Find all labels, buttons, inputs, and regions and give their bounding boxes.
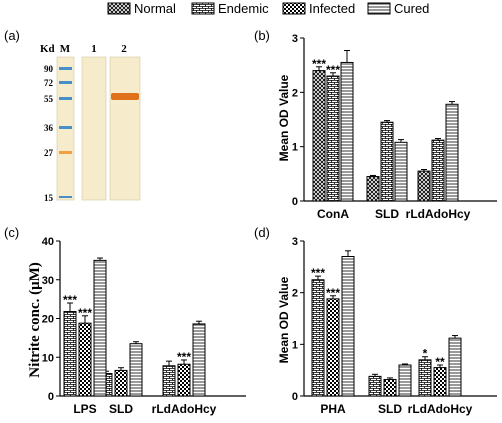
- bar: [431, 139, 445, 202]
- x-category-label: rLdAdoHcy: [152, 402, 217, 416]
- y-tick-label: 1: [292, 142, 298, 154]
- y-tick-label: 2: [292, 288, 298, 300]
- gel-lane-label: M: [60, 43, 71, 55]
- y-tick-label: 0: [292, 391, 298, 403]
- x-category-label: ConA: [317, 207, 349, 221]
- y-tick-label: 3: [292, 33, 298, 45]
- bar: [445, 103, 459, 202]
- gel-panel: Kd M 1 2 90 72 55 36 27 15: [40, 43, 141, 203]
- x-category-label: SLD: [378, 402, 402, 416]
- significance-label: ***: [326, 63, 340, 77]
- significance-label: ***: [177, 350, 191, 364]
- x-category-label: rLdAdoHcy: [408, 402, 473, 416]
- gel-marker-bands: [59, 67, 72, 198]
- bar: [326, 298, 340, 397]
- panel-letter-a: (a): [4, 28, 20, 43]
- bar: [311, 279, 325, 397]
- y-tick-label: 1: [292, 339, 298, 351]
- chart-b: 0 1 2 3 *** *** ConA SLD rLdAdoHcy: [292, 33, 497, 221]
- gel-marker-label: 36: [44, 123, 54, 133]
- x-category-label: PHA: [320, 402, 346, 416]
- bar: [398, 364, 412, 397]
- gel-protein-band: [111, 93, 139, 100]
- significance-label: ***: [326, 286, 340, 300]
- bar: [448, 337, 462, 397]
- legend-item: Cured: [367, 1, 429, 16]
- bar: [326, 75, 340, 202]
- panel-letter-b: (b): [254, 28, 270, 43]
- gel-marker-label: 27: [44, 148, 54, 158]
- x-category-label: SLD: [109, 402, 133, 416]
- y-tick-label: 30: [42, 275, 54, 287]
- x-category-label: LPS: [73, 402, 96, 416]
- significance-label: ***: [312, 57, 326, 71]
- gel-marker-label: 72: [44, 78, 54, 88]
- bar: [78, 322, 92, 397]
- significance-label: ***: [311, 266, 325, 280]
- panel-letter-c: (c): [4, 225, 19, 240]
- significance-label: ***: [63, 293, 77, 307]
- significance-label: ***: [78, 306, 92, 320]
- bar: [433, 367, 447, 397]
- bar: [129, 343, 143, 397]
- x-category-label: rLdAdoHcy: [406, 207, 471, 221]
- y-tick-label: 20: [42, 314, 54, 326]
- y-tick-label: 3: [292, 236, 298, 248]
- y-axis-title-c: Nitrite conc. (μM): [27, 262, 43, 378]
- bar: [341, 256, 355, 397]
- legend-item: Normal: [107, 1, 176, 16]
- gel-marker-label: 90: [44, 64, 54, 74]
- legend-swatch-normal: [107, 2, 131, 15]
- gel-lane-2: [109, 56, 141, 201]
- legend-item: Infected: [282, 1, 355, 16]
- bar: [366, 176, 380, 202]
- legend-swatch-endemic: [191, 2, 215, 15]
- bar: [394, 141, 408, 202]
- bar: [340, 61, 354, 202]
- legend-swatch-cured: [367, 2, 391, 15]
- legend-label: Endemic: [218, 1, 269, 16]
- legend-label: Infected: [309, 1, 355, 16]
- legend-swatch-infected: [282, 2, 306, 15]
- panel-letter-d: (d): [254, 225, 270, 240]
- bar: [63, 311, 77, 397]
- bar: [383, 378, 397, 397]
- gel-lane-1: [81, 56, 107, 201]
- y-tick-label: 2: [292, 87, 298, 99]
- bar: [368, 375, 382, 397]
- bar: [162, 365, 176, 397]
- gel-lane-label: 1: [91, 43, 97, 55]
- gel-kd-label: Kd: [40, 43, 55, 55]
- gel-marker-label: 15: [44, 193, 54, 203]
- bar: [177, 363, 191, 397]
- gel-lane-label: 2: [121, 43, 127, 55]
- legend-label: Cured: [394, 1, 429, 16]
- legend-item: Endemic: [191, 1, 269, 16]
- legend: Normal Endemic Infected Cured: [107, 1, 429, 16]
- significance-label: *: [423, 347, 428, 361]
- y-tick-label: 10: [42, 352, 54, 364]
- y-axis-title-d: Mean OD Value: [277, 276, 291, 363]
- bar: [192, 323, 206, 397]
- x-category-label: SLD: [375, 207, 399, 221]
- y-tick-label: 0: [48, 391, 54, 403]
- y-tick-label: 40: [42, 236, 54, 248]
- significance-label: **: [435, 355, 445, 369]
- bar: [93, 259, 107, 397]
- bar: [312, 70, 326, 202]
- y-axis-title-b: Mean OD Value: [277, 74, 291, 161]
- bar: [417, 170, 431, 202]
- bar: [418, 359, 432, 397]
- bar: [114, 369, 128, 397]
- y-tick-label: 0: [292, 196, 298, 208]
- gel-marker-label: 55: [44, 94, 54, 104]
- bar: [380, 121, 394, 202]
- legend-label: Normal: [134, 1, 176, 16]
